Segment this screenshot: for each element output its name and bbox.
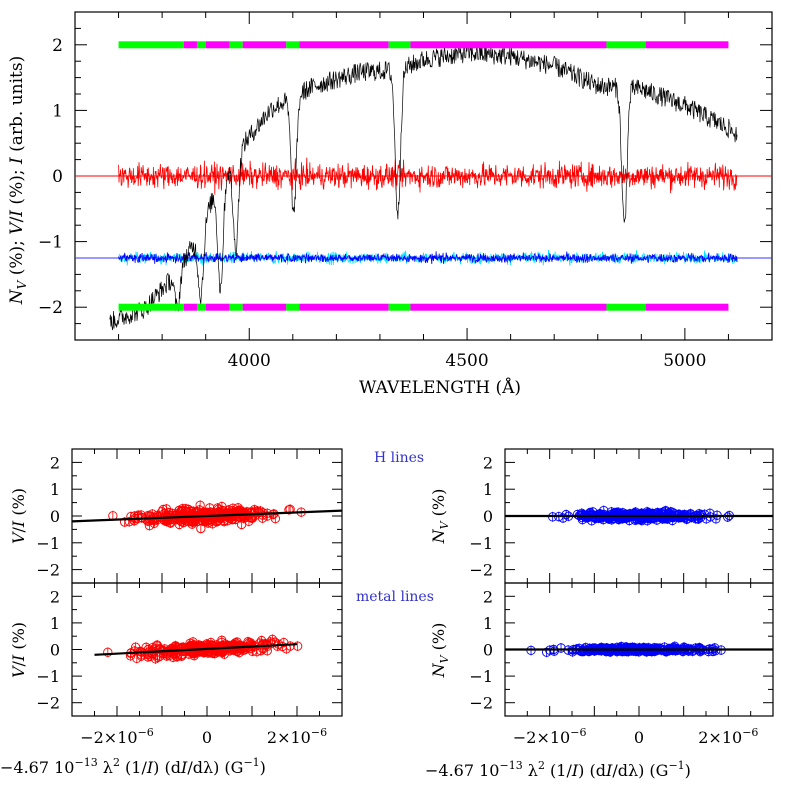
main-series <box>109 43 738 331</box>
mask-segment <box>410 41 607 49</box>
x-tick-label: 2×10−6 <box>698 726 758 747</box>
vi-h-y-label: V/I (%) <box>9 488 28 544</box>
mask-segment <box>242 41 287 49</box>
main-x-tick-label: 4000 <box>228 351 271 371</box>
mask-segment <box>645 41 729 49</box>
mask-segment <box>410 303 607 311</box>
y-tick-label: −1 <box>469 667 493 686</box>
mask-segment <box>196 41 206 49</box>
x-tick-label: 0 <box>634 728 644 747</box>
nv-metal-panel: −2 −1 0 1 2 −2×10−6 0 2×10−6 <box>469 582 774 747</box>
y-tick-label: 2 <box>483 587 493 606</box>
mask-segment <box>205 303 230 311</box>
mask-segment <box>645 303 729 311</box>
mask-segment <box>286 303 300 311</box>
lsd-regression-panels: −2 −1 0 1 2 −2 −1 0 1 2 −2 −1 0 1 2 −2×10−6 0 2×10−6 −2 −1 0… <box>0 448 774 780</box>
main-y-tick-label: 0 <box>52 167 63 187</box>
y-tick-label: 2 <box>50 453 60 472</box>
y-tick-label: −2 <box>469 561 493 580</box>
y-tick-label: 0 <box>50 507 60 526</box>
x-tick-label: −2×10−6 <box>513 726 587 747</box>
mask-segment <box>196 303 206 311</box>
mask-segment <box>388 303 411 311</box>
y-tick-label: 2 <box>50 587 60 606</box>
vi-metal-y-label: V/I (%) <box>9 622 28 678</box>
mask-segment <box>286 41 300 49</box>
mask-segment <box>205 41 230 49</box>
main-y-tick-label: −1 <box>38 233 63 253</box>
y-tick-label: 1 <box>50 480 60 499</box>
y-tick-label: 0 <box>483 507 493 526</box>
y-tick-label: −1 <box>469 534 493 553</box>
y-tick-label: −1 <box>36 667 60 686</box>
mask-segment <box>118 303 184 311</box>
mask-segment <box>229 303 243 311</box>
metal-lines-annotation: metal lines <box>356 589 434 605</box>
nv-series-line <box>118 251 738 265</box>
nv-h-y-label: NV (%) <box>429 489 451 545</box>
y-tick-label: 1 <box>483 480 493 499</box>
nv-h-panel: −2 −1 0 1 2 <box>469 448 774 584</box>
right-x-axis-label: −4.67 10−13 λ2 (1/I) (dI/dλ) (G−1) <box>425 759 691 780</box>
vi-series-line <box>118 157 738 195</box>
fit-line <box>71 509 343 523</box>
mask-segment <box>183 303 197 311</box>
left-x-axis-label: −4.67 10−13 λ2 (1/I) (dI/dλ) (G−1) <box>0 756 266 777</box>
main-reference-lines <box>75 175 772 259</box>
mask-segment <box>388 41 411 49</box>
y-tick-label: 0 <box>483 641 493 660</box>
x-tick-label: 0 <box>202 728 212 747</box>
intensity-series-line <box>109 43 738 331</box>
mask-segment <box>183 41 197 49</box>
mask-segment <box>118 41 184 49</box>
x-tick-label: 2×10−6 <box>267 726 327 747</box>
mask-segment <box>242 303 287 311</box>
main-y-tick-label: −2 <box>38 298 63 318</box>
y-tick-label: 0 <box>50 641 60 660</box>
small-panels-content: −2 −1 0 1 2 −2 −1 0 1 2 −2 −1 0 1 2 −2×10−6 0 2×10−6 −2 −1 0… <box>36 448 774 747</box>
y-tick-label: 1 <box>50 614 60 633</box>
y-tick-label: −2 <box>36 561 60 580</box>
y-tick-label: 1 <box>483 614 493 633</box>
mask-segment <box>606 41 646 49</box>
main-axis-ticks <box>74 11 773 341</box>
main-y-tick-label: 1 <box>52 101 63 121</box>
h-lines-annotation: H lines <box>374 450 424 466</box>
nv-metal-y-label: NV (%) <box>429 623 451 679</box>
main-x-tick-label: 5000 <box>663 351 706 371</box>
x-tick-label: −2×10−6 <box>80 726 154 747</box>
mask-segment <box>606 303 646 311</box>
y-tick-label: 2 <box>483 453 493 472</box>
main-x-axis-label: WAVELENGTH (Å) <box>359 377 521 398</box>
main-tick-labels: 4000 4500 5000 −2 −1 0 1 2 <box>38 36 707 371</box>
mask-segment <box>299 41 389 49</box>
line-mask-bars <box>118 41 729 311</box>
fit-line <box>94 643 298 656</box>
main-y-axis-label: NV (%); V/I (%); I (arb. units) <box>7 56 29 305</box>
y-tick-label: −2 <box>36 694 60 713</box>
vi-h-panel: −2 −1 0 1 2 <box>36 448 343 584</box>
y-tick-label: −1 <box>36 534 60 553</box>
mask-segment <box>229 41 243 49</box>
y-tick-label: −2 <box>469 694 493 713</box>
main-y-tick-label: 2 <box>52 36 63 56</box>
main-spectrum-panel: 4000 4500 5000 −2 −1 0 1 2 WAVELENGTH (Å) NV (%… <box>7 11 773 398</box>
vi-metal-panel: −2 −1 0 1 2 −2×10−6 0 2×10−6 <box>36 582 343 747</box>
main-x-tick-label: 4500 <box>445 351 488 371</box>
mask-segment <box>299 303 389 311</box>
